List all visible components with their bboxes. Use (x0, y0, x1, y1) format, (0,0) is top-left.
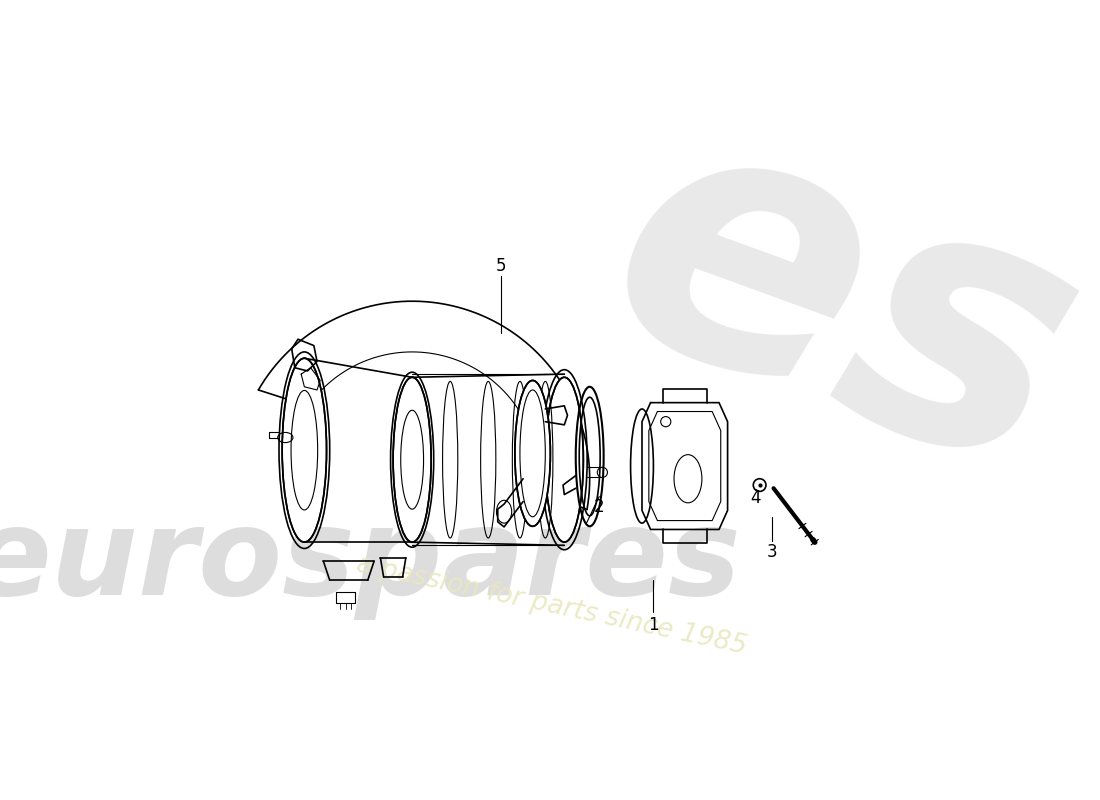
Ellipse shape (393, 378, 431, 542)
Ellipse shape (546, 378, 583, 542)
Text: 4: 4 (750, 489, 761, 506)
Ellipse shape (515, 381, 550, 526)
Text: a passion for parts since 1985: a passion for parts since 1985 (354, 551, 749, 660)
Text: 3: 3 (767, 542, 778, 561)
Text: es: es (568, 65, 1100, 550)
Text: 1: 1 (648, 615, 659, 634)
Text: eurospares: eurospares (0, 502, 741, 620)
Text: 5: 5 (496, 258, 506, 275)
Ellipse shape (283, 358, 327, 542)
Text: 2: 2 (594, 498, 605, 516)
